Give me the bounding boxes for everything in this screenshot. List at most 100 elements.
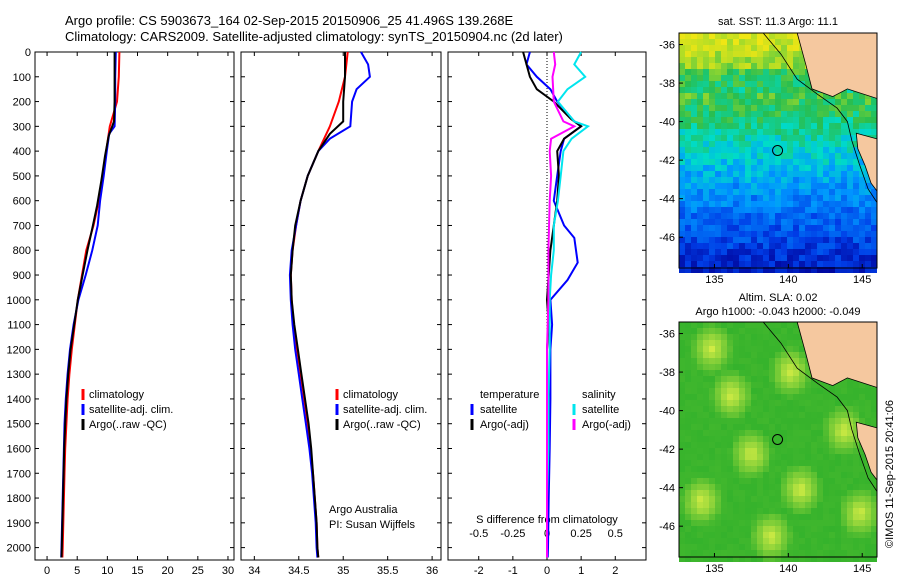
field-cell [775,231,781,237]
field-cell [751,207,757,213]
field-cell [859,472,865,478]
field-cell [817,520,823,526]
field-cell [793,93,799,99]
field-cell [769,201,775,207]
field-cell [805,412,811,418]
field-cell [793,550,799,556]
field-cell [727,346,733,352]
field-cell [853,159,859,165]
field-cell [691,177,697,183]
field-cell [835,171,841,177]
field-cell [793,478,799,484]
field-cell [679,45,685,51]
field-cell [715,183,721,189]
field-cell [769,520,775,526]
field-cell [691,171,697,177]
field-cell [835,484,841,490]
map-y-tick-label: -42 [659,155,675,167]
field-cell [745,111,751,117]
field-cell [859,508,865,514]
field-cell [751,213,757,219]
field-cell [703,538,709,544]
field-cell [745,87,751,93]
field-cell [775,141,781,147]
field-cell [769,165,775,171]
field-cell [835,267,841,273]
field-cell [709,370,715,376]
field-cell [769,334,775,340]
field-cell [799,219,805,225]
field-cell [769,33,775,39]
field-cell [763,412,769,418]
field-cell [733,117,739,123]
field-cell [853,93,859,99]
field-cell [679,165,685,171]
field-cell [715,159,721,165]
field-cell [871,508,877,514]
field-cell [739,550,745,556]
field-cell [739,544,745,550]
field-cell [691,261,697,267]
field-cell [679,249,685,255]
field-cell [721,255,727,261]
field-cell [769,328,775,334]
field-cell [847,556,853,562]
field-cell [841,442,847,448]
field-cell [853,430,859,436]
field-cell [679,171,685,177]
field-cell [799,243,805,249]
field-cell [865,105,871,111]
field-cell [835,496,841,502]
field-cell [691,424,697,430]
field-cell [823,207,829,213]
field-cell [745,123,751,129]
field-cell [829,544,835,550]
field-cell [823,496,829,502]
field-cell [763,153,769,159]
field-cell [793,171,799,177]
field-cell [757,514,763,520]
x-tick-label: 34.5 [288,565,309,577]
field-cell [781,370,787,376]
field-cell [751,328,757,334]
field-cell [871,544,877,550]
field-cell [793,207,799,213]
field-cell [709,141,715,147]
field-cell [727,388,733,394]
field-cell [769,45,775,51]
field-cell [709,544,715,550]
field-cell [739,376,745,382]
field-cell [799,478,805,484]
field-cell [769,153,775,159]
field-cell [763,514,769,520]
field-cell [751,388,757,394]
field-cell [835,249,841,255]
field-cell [733,213,739,219]
field-cell [721,442,727,448]
field-cell [811,153,817,159]
field-cell [829,496,835,502]
field-cell [829,147,835,153]
field-cell [727,63,733,69]
field-cell [733,484,739,490]
field-cell [751,141,757,147]
field-cell [847,400,853,406]
field-cell [811,502,817,508]
field-cell [769,448,775,454]
field-cell [823,412,829,418]
field-cell [847,472,853,478]
field-cell [787,388,793,394]
field-cell [757,123,763,129]
field-cell [703,406,709,412]
field-cell [865,225,871,231]
field-cell [715,267,721,273]
field-cell [751,478,757,484]
field-cell [715,129,721,135]
field-cell [715,322,721,328]
legend-label: satellite [582,404,619,416]
field-cell [679,63,685,69]
field-cell [853,207,859,213]
field-cell [733,153,739,159]
field-cell [841,201,847,207]
field-cell [697,87,703,93]
